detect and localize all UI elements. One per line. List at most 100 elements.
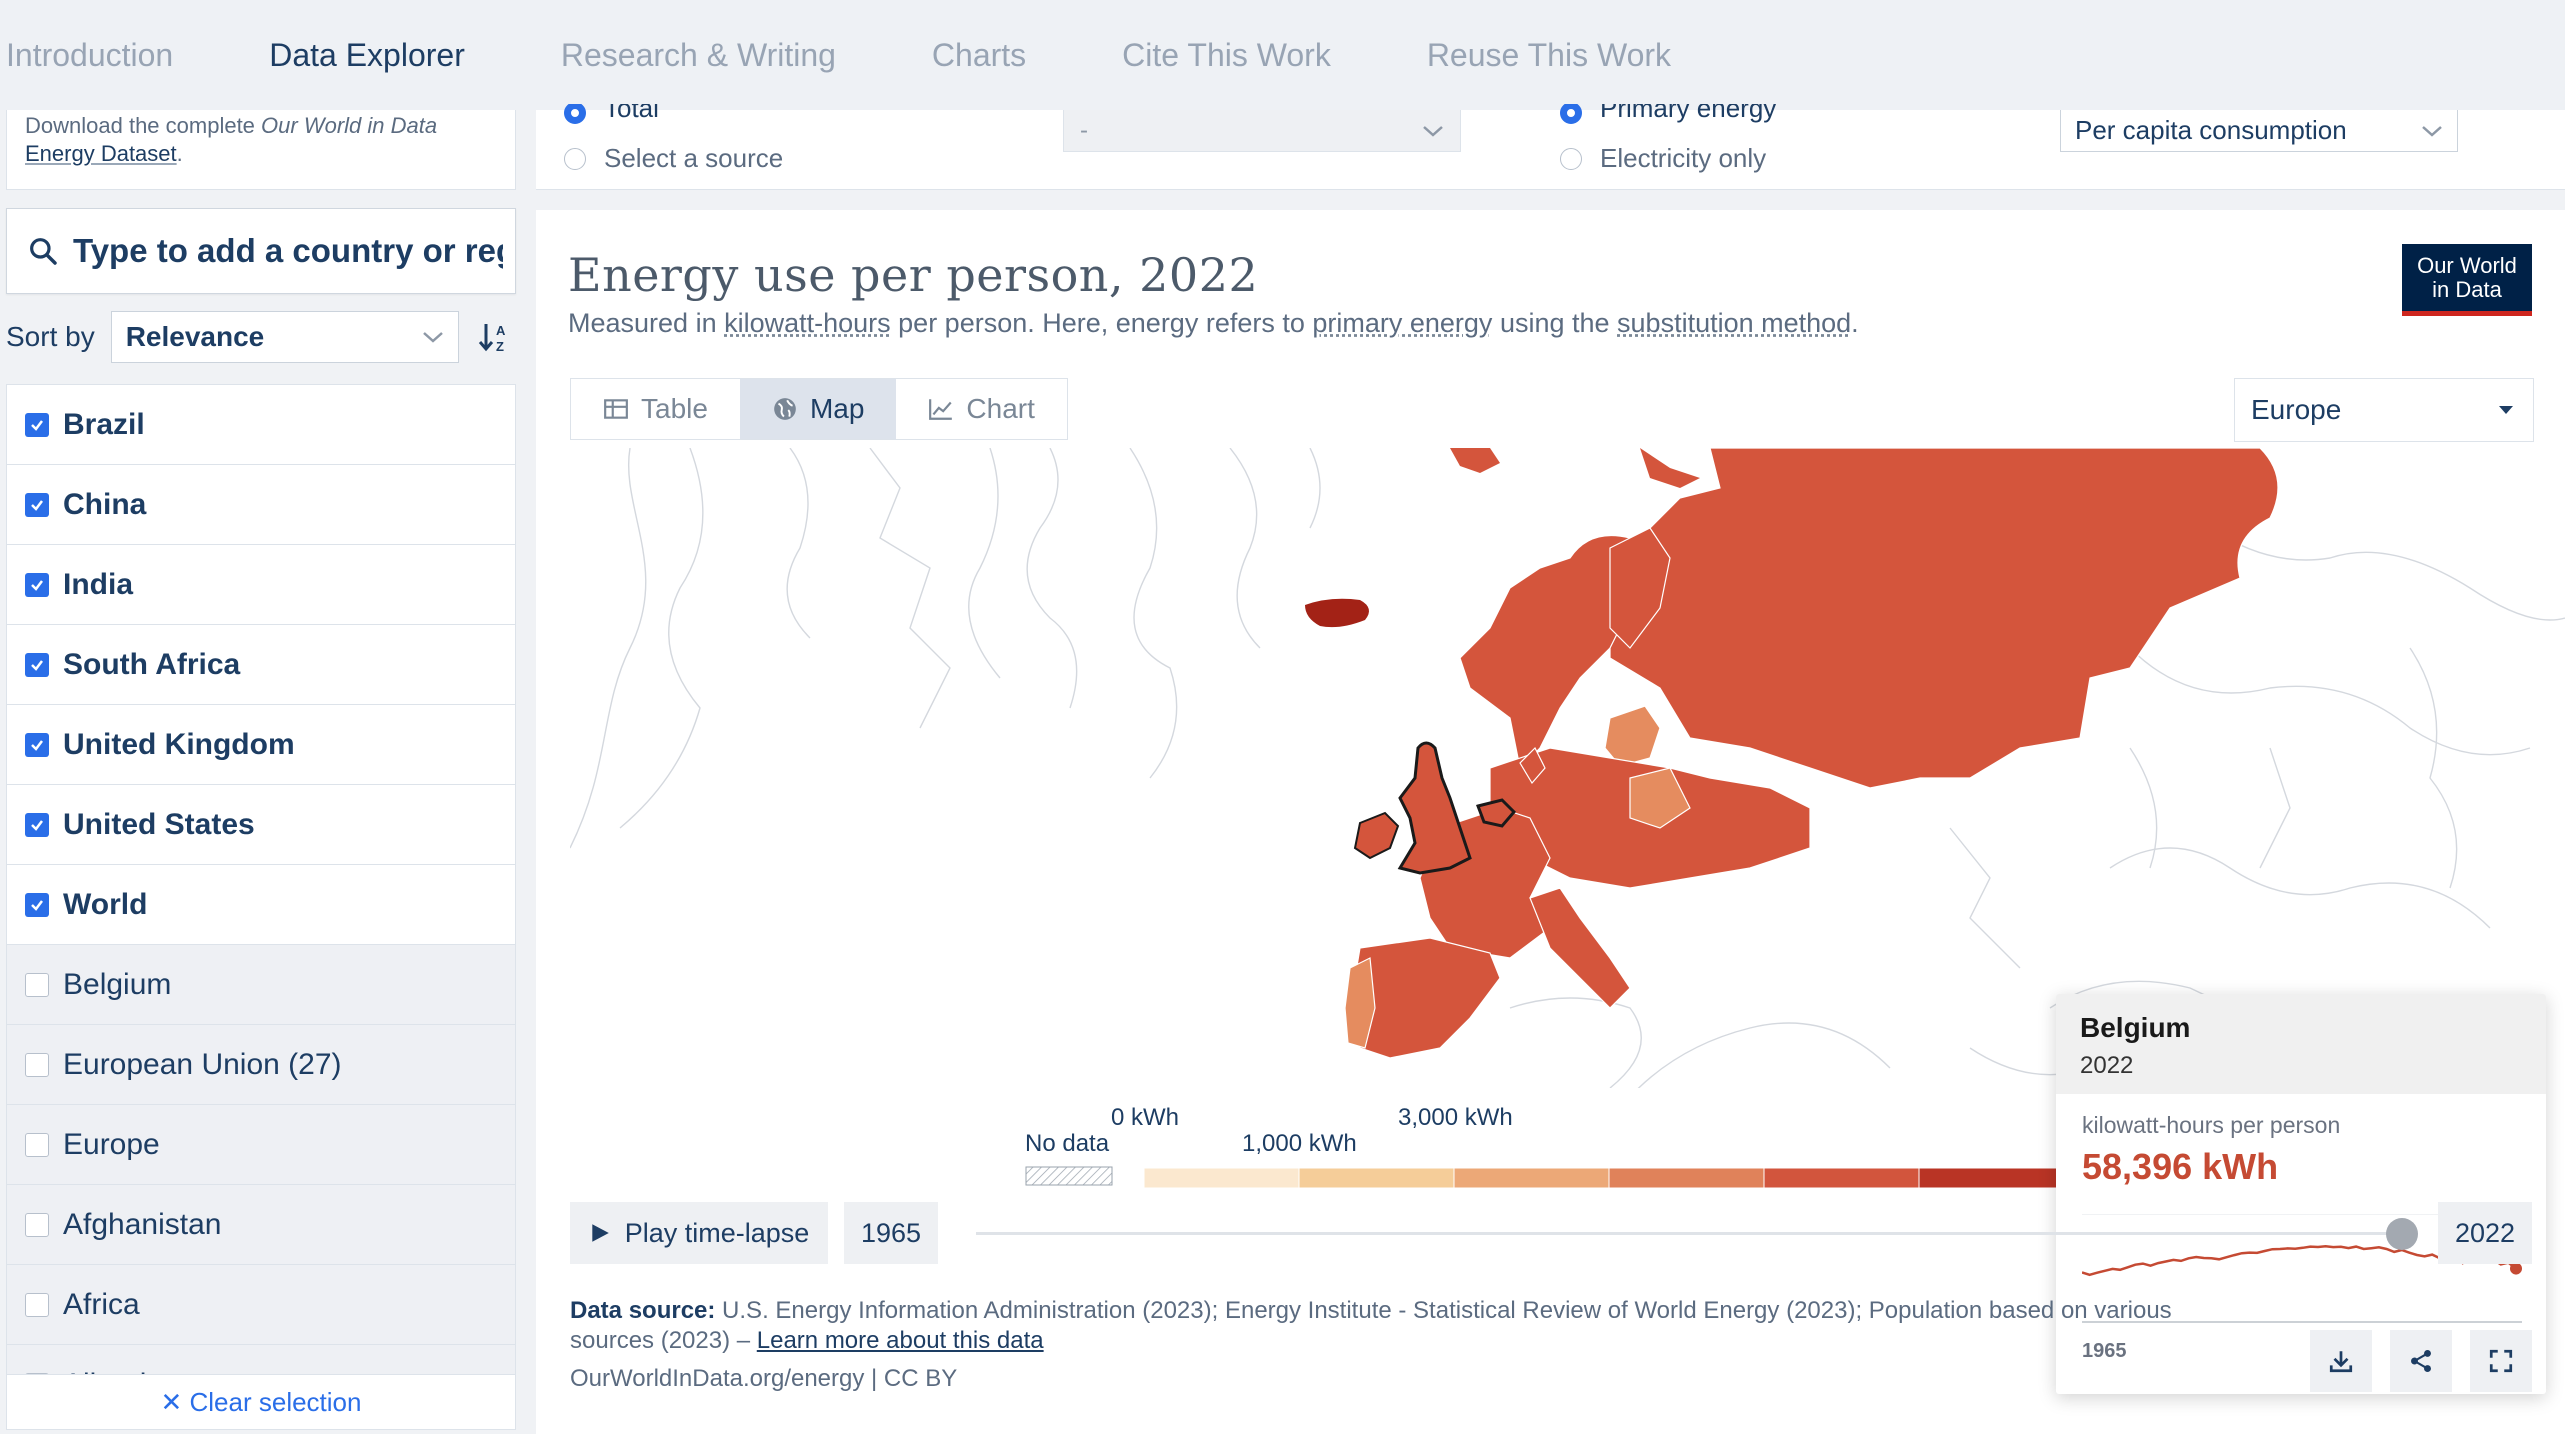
nav-cite-this-work[interactable]: Cite This Work — [1122, 36, 1331, 73]
map-region-portugal[interactable] — [1344, 957, 1376, 1049]
chevron-down-icon — [422, 332, 443, 343]
energy-primary-radio[interactable]: Primary energy — [1560, 104, 1776, 124]
map-region-ukraine-area[interactable] — [1629, 767, 1691, 829]
country-row-world[interactable]: World — [7, 865, 515, 945]
map-region-belgium[interactable] — [1476, 798, 1517, 828]
play-label: Play time-lapse — [624, 1217, 810, 1248]
kilowatt-hours-link[interactable]: kilowatt-hours — [724, 308, 891, 338]
country-name: United States — [63, 807, 255, 841]
tooltip-value: 58,396 kWh — [2082, 1146, 2279, 1187]
checkbox-unchecked-icon[interactable] — [25, 1212, 49, 1237]
country-row-belgium[interactable]: Belgium — [7, 945, 515, 1025]
map-region-denmark[interactable] — [1519, 746, 1546, 785]
download-button[interactable] — [2310, 1330, 2372, 1392]
no-data-swatch — [1025, 1166, 1113, 1186]
checkbox-checked-icon[interactable] — [25, 892, 49, 917]
energy-electricity-radio[interactable]: Electricity only — [1560, 143, 1766, 174]
metric-dropdown-value: Per capita consumption — [2075, 115, 2347, 145]
checkbox-unchecked-icon[interactable] — [25, 1052, 49, 1077]
checkbox-unchecked-icon[interactable] — [25, 1292, 49, 1317]
region-dropdown[interactable]: Europe — [2234, 378, 2534, 442]
tab-chart[interactable]: Chart — [896, 379, 1066, 439]
country-name: Belgium — [63, 967, 172, 1001]
country-search-input[interactable]: Type to add a country or region — [6, 208, 516, 294]
checkbox-checked-icon[interactable] — [25, 652, 49, 677]
source-total-radio[interactable]: Total — [564, 104, 659, 124]
download-italic: Our World in Data — [261, 113, 438, 138]
checkbox-unchecked-icon[interactable] — [25, 1132, 49, 1157]
tooltip-unit: kilowatt-hours per person — [2082, 1112, 2341, 1138]
map-region-finland[interactable] — [1609, 527, 1671, 649]
end-year-box[interactable]: 2022 — [2438, 1202, 2532, 1264]
map-region-great-britain[interactable] — [1397, 741, 1472, 875]
country-row-india[interactable]: India — [7, 545, 515, 625]
tab-map[interactable]: Map — [739, 379, 897, 439]
map-region-kola[interactable] — [1640, 448, 1700, 488]
map-region-svalbard[interactable] — [1450, 448, 1500, 473]
map-region-ireland[interactable] — [1353, 811, 1400, 860]
map-region-russia[interactable] — [1609, 448, 2279, 789]
owid-logo[interactable]: Our World in Data — [2402, 244, 2532, 316]
timeline-track[interactable] — [976, 1232, 2400, 1235]
legend-swatch — [1763, 1167, 1920, 1189]
nav-reuse-this-work[interactable]: Reuse This Work — [1426, 36, 1672, 73]
checkbox-checked-icon[interactable] — [25, 492, 49, 517]
map-region-iceland[interactable] — [1305, 598, 1369, 628]
country-row-china[interactable]: China — [7, 465, 515, 545]
nav-charts[interactable]: Charts — [931, 36, 1027, 73]
fullscreen-button[interactable] — [2470, 1330, 2532, 1392]
primary-energy-link[interactable]: primary energy — [1312, 308, 1493, 338]
country-row-brazil[interactable]: Brazil — [7, 385, 515, 465]
legend-swatch — [1144, 1167, 1300, 1189]
country-name: South Africa — [63, 647, 241, 681]
checkbox-checked-icon[interactable] — [25, 812, 49, 837]
world-map[interactable] — [570, 448, 2565, 1088]
region-value: Europe — [2251, 394, 2342, 425]
timeline-handle[interactable] — [2386, 1218, 2418, 1250]
sort-select[interactable]: Relevance — [110, 311, 459, 363]
country-row-south-africa[interactable]: South Africa — [7, 625, 515, 705]
globe-icon — [774, 398, 796, 420]
start-year-box[interactable]: 1965 — [844, 1202, 938, 1264]
country-name: Brazil — [63, 407, 145, 441]
map-region-baltics[interactable] — [1604, 705, 1661, 767]
download-icon — [2329, 1351, 2353, 1373]
clear-selection-button[interactable]: ✕ Clear selection — [6, 1374, 516, 1430]
subtitle-text: Measured in — [568, 308, 725, 338]
country-row-united-kingdom[interactable]: United Kingdom — [7, 705, 515, 785]
country-name: Albania — [63, 1368, 163, 1378]
country-row-europe[interactable]: Europe — [7, 1105, 515, 1185]
checkbox-unchecked-icon[interactable] — [25, 972, 49, 997]
country-row-united-states[interactable]: United States — [7, 785, 515, 865]
license-text[interactable]: OurWorldInData.org/energy | CC BY — [570, 1365, 958, 1392]
country-row-africa[interactable]: Africa — [7, 1265, 515, 1345]
logo-line2: in Data — [2432, 277, 2502, 302]
checkbox-checked-icon[interactable] — [25, 572, 49, 597]
share-icon — [2411, 1349, 2431, 1373]
country-row-afghanistan[interactable]: Afghanistan — [7, 1185, 515, 1265]
explorer-controls: Total Select a source - Primary energy E… — [536, 104, 2565, 190]
checkbox-checked-icon[interactable] — [25, 412, 49, 437]
share-button[interactable] — [2390, 1330, 2452, 1392]
learn-more-link[interactable]: Learn more about this data — [756, 1327, 1044, 1354]
legend-no-data-label: No data — [1025, 1130, 1110, 1157]
nav-research-writing[interactable]: Research & Writing — [560, 36, 836, 73]
play-time-lapse-button[interactable]: Play time-lapse — [570, 1202, 828, 1264]
subtitle-text: per person. Here, energy refers to — [890, 308, 1313, 338]
sort-direction-icon[interactable]: A Z — [477, 320, 511, 354]
legend-tick-1: 1,000 kWh — [1242, 1130, 1357, 1157]
nav-introduction[interactable]: Introduction — [6, 36, 174, 73]
substitution-method-link[interactable]: substitution method — [1617, 308, 1852, 338]
metric-dropdown[interactable]: Per capita consumption — [2060, 110, 2458, 152]
map-region-italy[interactable] — [1529, 887, 1631, 1009]
energy-dataset-link[interactable]: Energy Dataset — [25, 141, 177, 166]
nav-data-explorer[interactable]: Data Explorer — [269, 36, 465, 73]
source-dropdown[interactable]: - — [1063, 110, 1461, 152]
view-tabs: Table Map Chart — [570, 378, 1068, 440]
country-row-european-union[interactable]: European Union (27) — [7, 1025, 515, 1105]
energy-primary-label: Primary energy — [1600, 104, 1777, 123]
map-tooltip: Belgium 2022 kilowatt-hours per person 5… — [2056, 994, 2546, 1394]
tab-table[interactable]: Table — [571, 379, 740, 439]
source-select-radio[interactable]: Select a source — [564, 143, 783, 174]
checkbox-checked-icon[interactable] — [25, 732, 49, 757]
